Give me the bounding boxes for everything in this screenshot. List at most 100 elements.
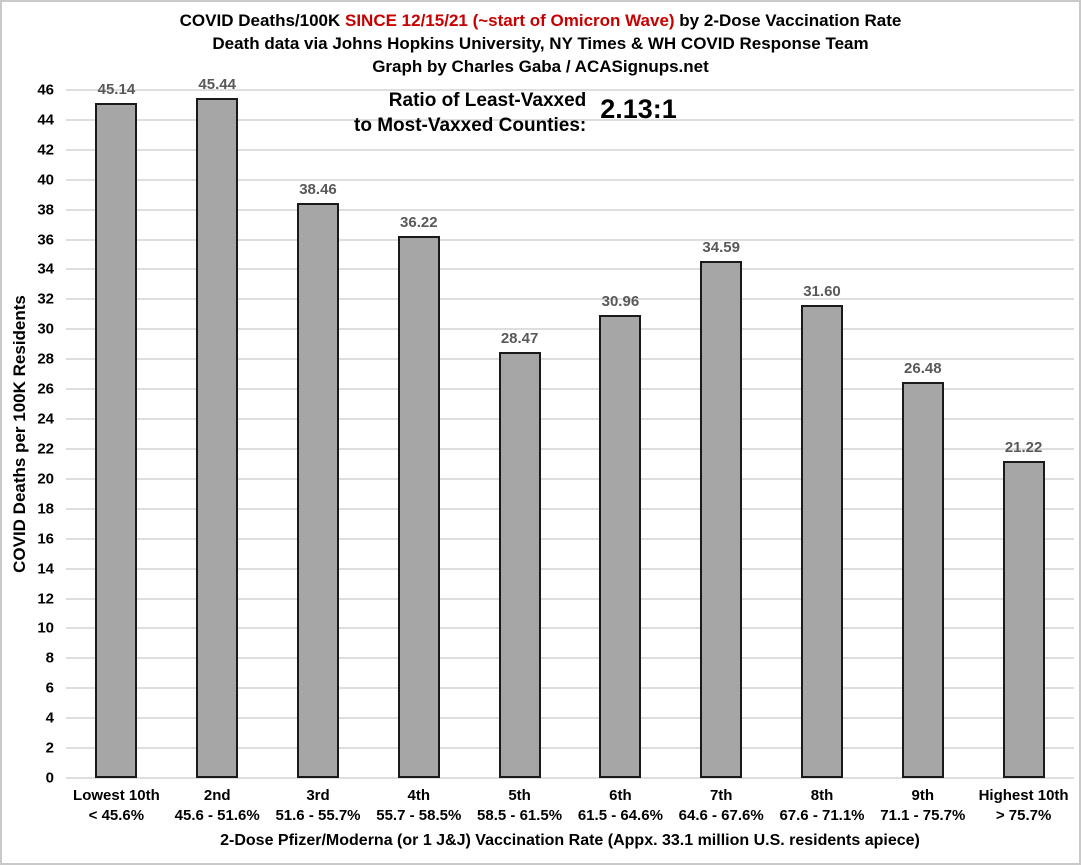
gridline xyxy=(66,447,1074,450)
x-category-range: 67.6 - 71.1% xyxy=(779,807,865,824)
gridline xyxy=(66,328,1074,331)
x-category-range: 64.6 - 67.6% xyxy=(678,807,764,824)
title-prefix: COVID Deaths/100K xyxy=(179,11,345,30)
bar-value-label: 36.22 xyxy=(400,214,438,232)
y-tick-label: 4 xyxy=(45,709,54,727)
bar-6th xyxy=(599,314,642,778)
y-tick-label: 32 xyxy=(37,290,54,308)
chart-subtitle: Death data via Johns Hopkins University,… xyxy=(212,34,869,53)
gridline xyxy=(66,687,1074,690)
gridline xyxy=(66,567,1074,570)
gridline xyxy=(66,238,1074,241)
x-category-range: 55.7 - 58.5% xyxy=(376,807,462,824)
gridline xyxy=(66,717,1074,720)
x-category-range: > 75.7% xyxy=(995,807,1052,824)
bar-value-label: 45.14 xyxy=(97,80,136,98)
bar-4th xyxy=(397,236,440,778)
chart-title-line1: COVID Deaths/100K SINCE 12/15/21 (~start… xyxy=(2,9,1079,32)
gridline xyxy=(66,178,1074,181)
x-category-label: Lowest 10th < 45.6% xyxy=(56,786,177,826)
bar-highest-10th xyxy=(1002,460,1045,778)
y-tick-label: 6 xyxy=(45,679,54,697)
bar-value-label: 38.46 xyxy=(299,180,337,198)
y-tick-label: 8 xyxy=(45,649,54,667)
x-category-range: 58.5 - 61.5% xyxy=(477,807,563,824)
bar-8th xyxy=(801,305,843,778)
y-tick-label: 24 xyxy=(37,410,54,428)
x-category-range: < 45.6% xyxy=(88,807,145,824)
gridline xyxy=(66,507,1074,510)
x-category-range: 45.6 - 51.6% xyxy=(174,807,260,824)
gridline xyxy=(66,148,1074,151)
bar-3rd xyxy=(297,202,339,778)
bar-value-label: 26.48 xyxy=(904,359,942,377)
ratio-annotation-label: Ratio of Least-Vaxxed to Most-Vaxxed Cou… xyxy=(354,90,587,136)
x-category-range: 51.6 - 55.7% xyxy=(275,807,361,824)
title-highlight: SINCE 12/15/21 (~start of Omicron Wave) xyxy=(345,11,675,30)
gridline xyxy=(66,477,1074,480)
gridline xyxy=(66,118,1074,121)
bar-value-label: 21.22 xyxy=(1004,438,1043,456)
y-tick-label: 2 xyxy=(45,739,54,757)
x-category-range: 71.1 - 75.7% xyxy=(880,807,966,824)
bar-value-label: 34.59 xyxy=(702,238,740,256)
x-category-tier: Highest 10th xyxy=(978,787,1069,804)
x-category-label: 2nd 45.6 - 51.6% xyxy=(157,786,278,826)
chart-credit: Graph by Charles Gaba / ACASignups.net xyxy=(372,57,709,76)
bar-value-label: 30.96 xyxy=(601,292,640,310)
y-tick-label: 12 xyxy=(37,590,54,608)
bar-lowest-10th xyxy=(95,102,138,778)
x-category-tier: Lowest 10th xyxy=(73,787,160,804)
gridline xyxy=(66,627,1074,630)
gridline xyxy=(66,777,1074,779)
y-tick-label: 30 xyxy=(37,320,54,338)
gridline xyxy=(66,298,1074,301)
gridline xyxy=(66,208,1074,211)
bar-5th xyxy=(498,352,541,778)
x-category-tier: 9th xyxy=(911,787,935,804)
y-tick-label: 22 xyxy=(37,440,54,458)
bar-2nd xyxy=(196,98,239,778)
plot-area: 0 2 4 6 8 10 12 14 16 18 20 22 24 26 28 30 32 34 36 38 40 42 4… xyxy=(37,76,1074,787)
y-tick-label: 16 xyxy=(37,530,54,548)
bar-7th xyxy=(700,260,743,778)
x-axis-category-labels: Lowest 10th < 45.6% 2nd 45.6 - 51.6% 3rd 51.6… xyxy=(66,786,1074,828)
bar-value-label: 28.47 xyxy=(500,330,539,348)
gridline xyxy=(66,537,1074,540)
gridline xyxy=(66,358,1074,361)
x-category-label: Highest 10th > 75.7% xyxy=(963,786,1079,826)
y-tick-label: 44 xyxy=(37,111,54,129)
y-tick-label: 14 xyxy=(37,560,54,578)
x-category-tier: 2nd xyxy=(203,787,231,804)
bar-value-label: 31.60 xyxy=(803,283,841,301)
chart-title-block: COVID Deaths/100K SINCE 12/15/21 (~start… xyxy=(2,9,1079,78)
ratio-annotation-value: 2.13:1 xyxy=(600,94,677,124)
gridline xyxy=(66,747,1074,750)
x-category-label: 9th 71.1 - 75.7% xyxy=(862,786,983,826)
y-tick-label: 26 xyxy=(37,380,54,398)
x-category-tier: 5th xyxy=(508,787,531,804)
x-category-tier: 3rd xyxy=(306,787,330,804)
y-tick-label: 46 xyxy=(37,81,54,99)
y-tick-label: 40 xyxy=(37,171,54,189)
x-category-label: 8th 67.6 - 71.1% xyxy=(762,786,883,826)
y-tick-label: 18 xyxy=(37,500,54,518)
gridline xyxy=(66,418,1074,421)
x-category-label: 3rd 51.6 - 55.7% xyxy=(258,786,379,826)
y-tick-label: 0 xyxy=(45,769,54,787)
x-category-label: 5th 58.5 - 61.5% xyxy=(459,786,580,826)
x-category-label: 4th 55.7 - 58.5% xyxy=(358,786,479,826)
y-tick-label: 10 xyxy=(37,619,54,637)
y-tick-label: 38 xyxy=(37,201,54,219)
x-axis-title: 2-Dose Pfizer/Moderna (or 1 J&J) Vaccina… xyxy=(220,832,920,849)
gridline xyxy=(66,89,1074,91)
gridline xyxy=(66,657,1074,660)
x-category-label: 6th 61.5 - 64.6% xyxy=(560,786,681,826)
ratio-annotation: Ratio of Least-Vaxxed to Most-Vaxxed Cou… xyxy=(354,88,677,138)
y-tick-label: 42 xyxy=(37,141,54,159)
y-tick-label: 34 xyxy=(37,260,54,278)
title-suffix: by 2-Dose Vaccination Rate xyxy=(674,11,902,30)
bar-value-label: 45.44 xyxy=(198,76,236,94)
x-category-range: 61.5 - 64.6% xyxy=(577,807,663,824)
